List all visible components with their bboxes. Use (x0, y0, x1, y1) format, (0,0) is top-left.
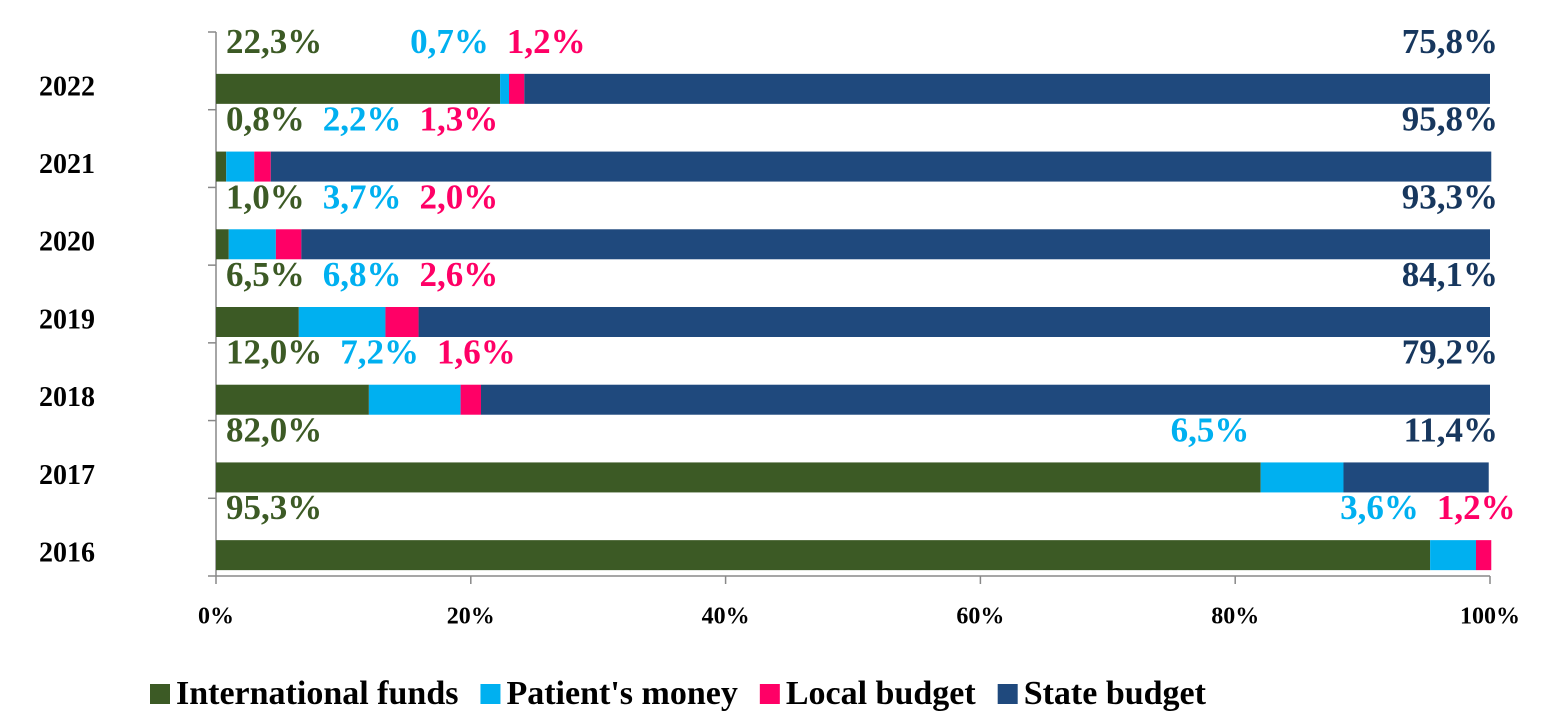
bar-segment (216, 229, 229, 260)
data-label: 93,3% (1402, 177, 1498, 216)
data-label: 95,8% (1402, 100, 1498, 139)
y-tick-label: 2019 (39, 304, 95, 335)
bar-segment (275, 229, 302, 260)
data-label: 6,5% (1171, 410, 1250, 449)
data-label: 1,2% (507, 22, 586, 61)
bar-segment (228, 229, 276, 260)
x-tick-label: 100% (1460, 604, 1520, 630)
y-tick-label: 2017 (39, 460, 95, 491)
legend-label: Local budget (786, 675, 977, 712)
y-tick-label: 2022 (39, 71, 95, 102)
data-label: 75,8% (1402, 22, 1498, 61)
data-label: 12,0% (226, 333, 322, 372)
bar-segment (270, 151, 1492, 182)
data-label: 1,0% (226, 177, 305, 216)
data-label: 6,8% (323, 255, 402, 294)
data-label: 0,8% (226, 100, 305, 139)
bar-segment (524, 73, 1490, 104)
data-label: 3,7% (323, 177, 402, 216)
data-label: 1,3% (420, 100, 499, 139)
data-label: 0,7% (410, 22, 489, 61)
bar-segment (418, 307, 1490, 337)
bar-segment (254, 151, 271, 182)
bar-segment (216, 462, 1261, 493)
bar-segment (385, 307, 419, 337)
legend-label: Patient's money (506, 675, 737, 712)
bar-segment (216, 73, 501, 104)
data-label: 22,3% (226, 22, 322, 61)
data-label: 3,6% (1340, 488, 1419, 527)
bar-segment (1260, 462, 1344, 493)
bar-segment (509, 73, 525, 104)
bar-segment (480, 384, 1490, 415)
data-label: 11,4% (1404, 410, 1498, 449)
data-label: 79,2% (1402, 333, 1498, 372)
x-tick-label: 20% (447, 604, 495, 630)
y-tick-label: 2016 (39, 538, 95, 569)
bar-segment (500, 73, 510, 104)
x-tick-label: 80% (1211, 604, 1259, 630)
data-label: 7,2% (340, 333, 419, 372)
data-label: 1,6% (437, 333, 516, 372)
bar-segment (216, 384, 369, 415)
bar-segment (226, 151, 255, 182)
x-tick-label: 60% (956, 604, 1004, 630)
x-tick-label: 0% (198, 604, 234, 630)
bar-segment (216, 151, 227, 182)
bar-segment (216, 540, 1431, 571)
data-label: 6,5% (226, 255, 305, 294)
bar-segment (301, 229, 1490, 260)
data-label: 82,0% (226, 410, 322, 449)
y-tick-label: 2018 (39, 382, 95, 413)
legend-swatch (759, 684, 780, 704)
data-label: 95,3% (226, 488, 322, 527)
bar-segment (298, 307, 386, 337)
y-tick-label: 2021 (39, 149, 95, 180)
bar-segment (1475, 540, 1492, 571)
data-label: 2,2% (323, 100, 402, 139)
bar-segment (460, 384, 481, 415)
legend-swatch (150, 684, 170, 704)
y-tick-label: 2020 (39, 227, 95, 258)
data-label: 2,6% (420, 255, 499, 294)
bar-segment (1343, 462, 1489, 493)
legend-label: State budget (1024, 675, 1207, 712)
legend-swatch (997, 684, 1018, 704)
data-label: 1,2% (1437, 488, 1516, 527)
data-label: 2,0% (420, 177, 499, 216)
legend-swatch (480, 684, 501, 704)
bar-segment (216, 307, 299, 337)
data-label: 84,1% (1402, 255, 1498, 294)
bar-segment (368, 384, 461, 415)
legend-label: International funds (176, 675, 458, 712)
bar-segment (1430, 540, 1476, 571)
x-tick-label: 40% (702, 604, 750, 630)
